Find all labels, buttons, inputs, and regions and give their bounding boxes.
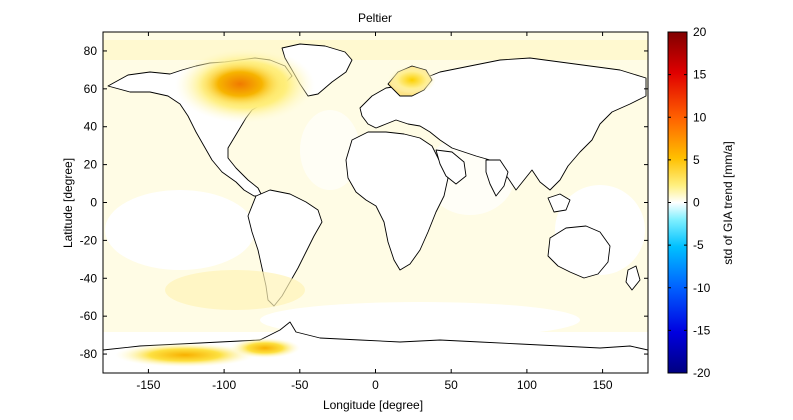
- signal-hudson: [196, 60, 284, 108]
- y-tick-label: -20: [80, 233, 98, 247]
- x-axis-label: Longitude [degree]: [323, 398, 423, 412]
- colorbar-tick-label: 5: [693, 153, 700, 167]
- y-tick-label: -80: [80, 347, 98, 361]
- y-tick-label: 0: [90, 196, 97, 210]
- africa: [345, 131, 449, 271]
- australia: [547, 225, 611, 279]
- colorbar-label: std of GIA trend [mm/a]: [721, 141, 735, 264]
- x-tick-label: 0: [372, 378, 379, 392]
- x-axis-ticks: -150 -100 -50 0 50 100 150: [136, 32, 613, 392]
- signal-scandinavia: [388, 66, 436, 94]
- x-tick-label: 100: [517, 378, 537, 392]
- colorbar-tick-label: 10: [693, 110, 707, 124]
- colorbar-tick-label: 15: [693, 68, 707, 82]
- y-axis-label: Latitude [degree]: [61, 158, 75, 248]
- map-area: [103, 32, 648, 373]
- colorbar-ticks: 20 15 10 5 0 -5 -10 -15 -20: [668, 25, 711, 380]
- india: [485, 159, 509, 197]
- colorbar-tick-label: 20: [693, 25, 707, 39]
- x-tick-label: 50: [445, 378, 459, 392]
- x-tick-label: -150: [136, 378, 160, 392]
- y-tick-label: 20: [84, 158, 98, 172]
- y-tick-label: 60: [84, 82, 98, 96]
- x-tick-label: -100: [212, 378, 236, 392]
- colorbar-tick-label: 0: [693, 196, 700, 210]
- x-tick-label: 150: [593, 378, 613, 392]
- y-tick-label: -60: [80, 309, 98, 323]
- new-zealand: [625, 265, 641, 291]
- gia-signal: [115, 47, 436, 367]
- arabia: [435, 149, 467, 185]
- europe-asia: [359, 57, 647, 191]
- signal-peninsula: [230, 338, 300, 358]
- colorbar-tick-label: -15: [693, 323, 711, 337]
- borneo-indonesia: [547, 193, 571, 213]
- chart-title: Peltier: [358, 11, 392, 25]
- y-axis-ticks: 80 60 40 20 0 -20 -40 -60 -80: [80, 44, 648, 361]
- y-tick-label: 80: [84, 44, 98, 58]
- x-tick-label: -50: [291, 378, 309, 392]
- signal-west-antarctica: [115, 343, 255, 367]
- colorbar-tick-label: -5: [693, 238, 704, 252]
- y-tick-label: -40: [80, 271, 98, 285]
- y-tick-label: 40: [84, 120, 98, 134]
- colorbar-tick-label: -20: [693, 366, 711, 380]
- signal-southern-ocean: [165, 270, 305, 310]
- colorbar-tick-label: -10: [693, 281, 711, 295]
